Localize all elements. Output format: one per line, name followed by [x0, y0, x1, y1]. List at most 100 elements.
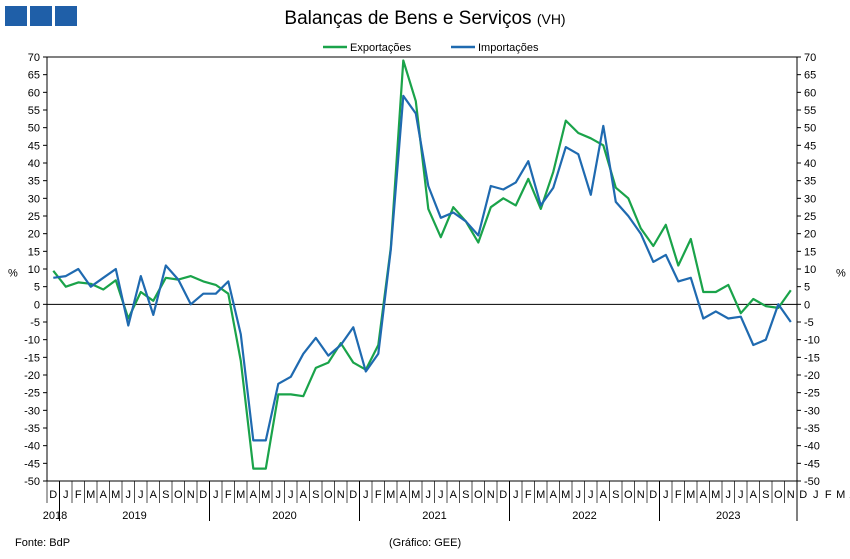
month-label: M	[261, 489, 270, 501]
month-label: M	[686, 489, 695, 501]
month-label: N	[187, 489, 195, 501]
y-tick-label-right: 30	[804, 193, 816, 205]
month-label: F	[75, 489, 82, 501]
y-tick-label-left: 20	[28, 229, 40, 241]
chart-subtitle: (VH)	[536, 11, 566, 27]
month-label: J	[738, 489, 744, 501]
y-tick-label-left: -10	[24, 335, 40, 347]
y-tick-label-right: 15	[804, 246, 816, 258]
month-label: A	[250, 489, 258, 501]
y-tick-label-right: 0	[804, 299, 810, 311]
y-tick-label-right: -35	[804, 423, 820, 435]
month-label: A	[450, 489, 458, 501]
y-axis-label-left: %	[8, 268, 18, 280]
y-axis-label-right: %	[836, 268, 846, 280]
month-label: A	[300, 489, 308, 501]
month-label: F	[375, 489, 382, 501]
month-label: N	[637, 489, 645, 501]
month-label: J	[126, 489, 132, 501]
chart-title: Balanças de Bens e Serviços	[284, 8, 532, 29]
y-tick-label-left: 15	[28, 246, 40, 258]
y-tick-label-right: -50	[804, 476, 820, 488]
y-tick-label-left: -40	[24, 441, 40, 453]
y-tick-label-left: 10	[28, 264, 40, 276]
month-label: J	[513, 489, 519, 501]
y-tick-label-right: 65	[804, 70, 816, 82]
month-label: N	[337, 489, 345, 501]
source-note: Fonte: BdP	[15, 537, 71, 549]
y-tick-label-left: -45	[24, 458, 40, 470]
month-label: M	[536, 489, 545, 501]
month-label: D	[349, 489, 357, 501]
y-tick-label-left: 55	[28, 105, 40, 117]
y-tick-label-right: -15	[804, 352, 820, 364]
y-tick-label-left: -35	[24, 423, 40, 435]
month-label: J	[663, 489, 669, 501]
month-label: J	[276, 489, 282, 501]
month-label: O	[624, 489, 633, 501]
y-tick-label-left: 5	[34, 282, 40, 294]
y-tick-label-right: -25	[804, 388, 820, 400]
y-tick-label-left: 0	[34, 299, 40, 311]
year-label: 2021	[422, 510, 446, 522]
series-line-Exportações	[52, 59, 792, 470]
month-label: N	[487, 489, 495, 501]
y-tick-label-right: 25	[804, 211, 816, 223]
logo-block-2	[30, 6, 52, 26]
month-label: A	[400, 489, 408, 501]
month-label: J	[288, 489, 294, 501]
month-label: D	[49, 489, 57, 501]
month-label: A	[700, 489, 708, 501]
month-label: J	[588, 489, 594, 501]
month-label: J	[813, 489, 819, 501]
month-label: D	[499, 489, 507, 501]
month-label: A	[100, 489, 108, 501]
month-label: N	[787, 489, 795, 501]
y-tick-label-right: -5	[804, 317, 814, 329]
month-label: J	[726, 489, 732, 501]
month-label: M	[86, 489, 95, 501]
month-label: A	[150, 489, 158, 501]
y-tick-label-left: -25	[24, 388, 40, 400]
logo-block-1	[5, 6, 27, 26]
y-tick-label-left: 70	[28, 52, 40, 64]
month-label: S	[462, 489, 469, 501]
month-label: D	[799, 489, 807, 501]
y-tick-label-left: -50	[24, 476, 40, 488]
year-label: 2023	[716, 510, 740, 522]
y-tick-label-left: -5	[30, 317, 40, 329]
y-tick-label-left: -20	[24, 370, 40, 382]
year-label: 2022	[572, 510, 596, 522]
y-tick-label-right: 45	[804, 140, 816, 152]
month-label: O	[474, 489, 483, 501]
month-label: M	[561, 489, 570, 501]
month-label: M	[411, 489, 420, 501]
month-label: J	[426, 489, 432, 501]
legend-label: Importações	[478, 42, 539, 54]
y-tick-label-right: 50	[804, 123, 816, 135]
month-label: O	[174, 489, 183, 501]
legend-label: Exportações	[350, 42, 412, 54]
y-tick-label-left: 40	[28, 158, 40, 170]
month-label: F	[525, 489, 532, 501]
y-tick-label-left: -30	[24, 405, 40, 417]
month-label: J	[138, 489, 144, 501]
y-tick-label-left: 45	[28, 140, 40, 152]
month-label: M	[836, 489, 845, 501]
plot-frame	[46, 56, 798, 482]
chart-title-block: Balanças de Bens e Serviços (VH)	[0, 8, 850, 30]
y-tick-label-left: 25	[28, 211, 40, 223]
y-tick-label-right: 5	[804, 282, 810, 294]
month-label: D	[649, 489, 657, 501]
month-label: A	[600, 489, 608, 501]
year-label: 2020	[272, 510, 296, 522]
month-label: J	[363, 489, 369, 501]
month-label: J	[213, 489, 219, 501]
month-label: F	[825, 489, 832, 501]
month-label: S	[762, 489, 769, 501]
credit-note: (Gráfico: GEE)	[389, 537, 462, 549]
month-label: D	[199, 489, 207, 501]
month-label: A	[550, 489, 558, 501]
y-tick-label-right: 60	[804, 87, 816, 99]
